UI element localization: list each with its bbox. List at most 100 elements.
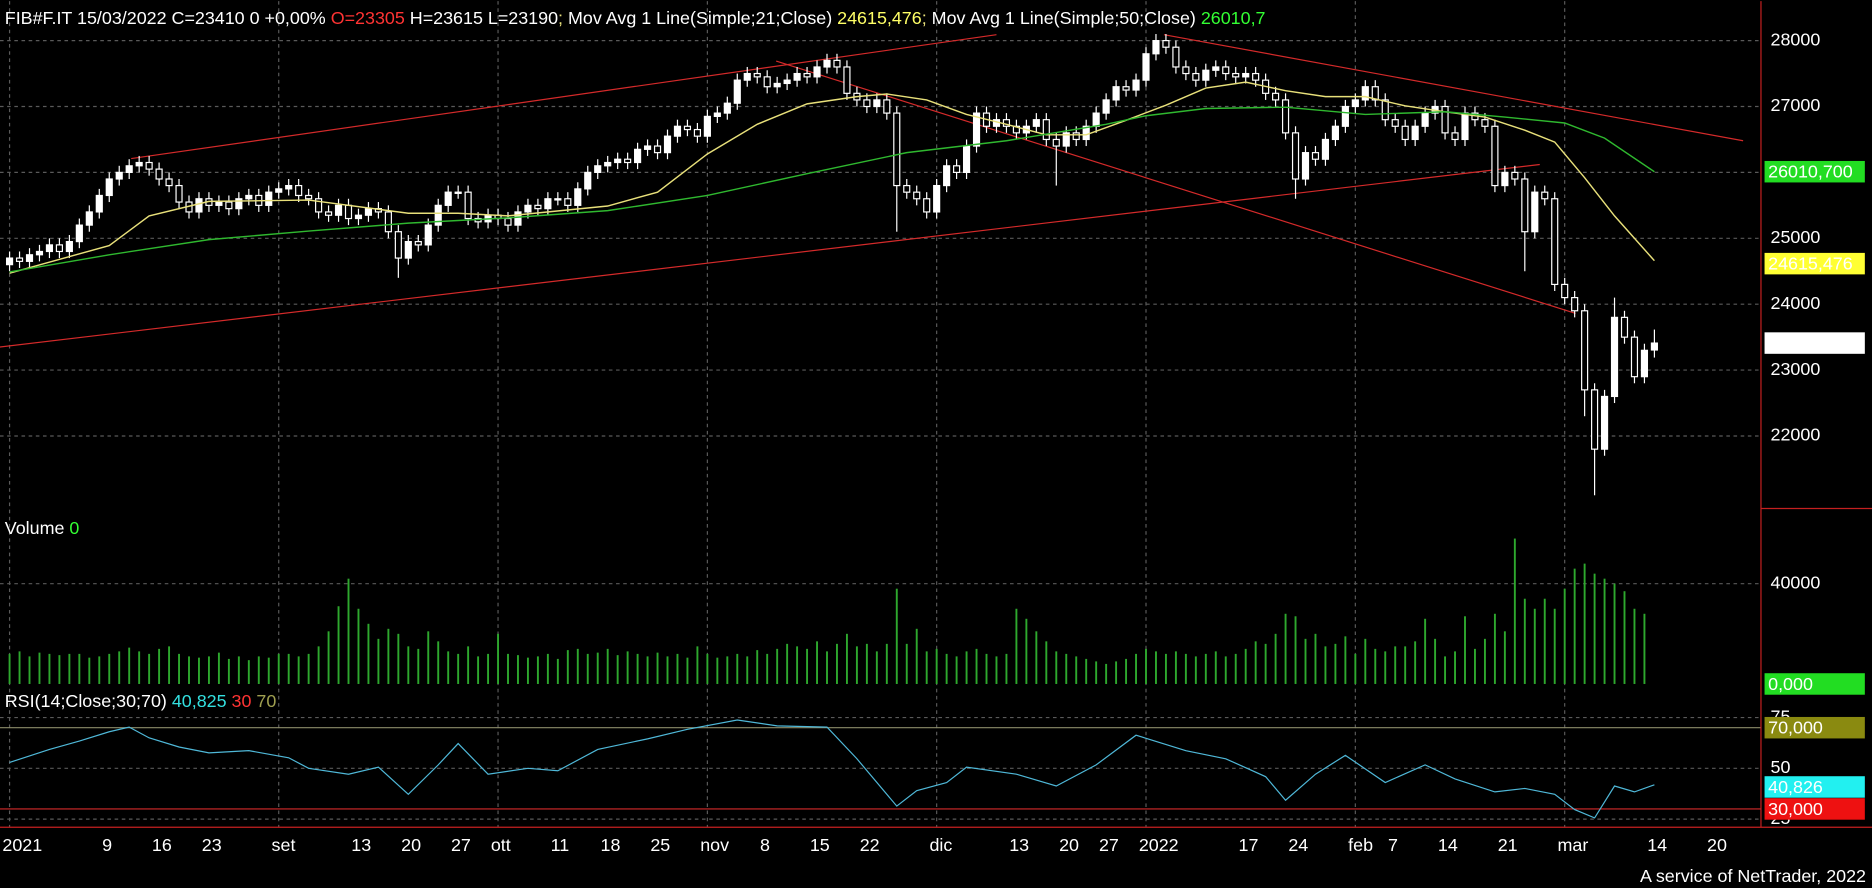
candle-body: [703, 115, 711, 137]
value-marker: [1764, 716, 1865, 739]
candle-body: [1291, 132, 1300, 180]
value-marker: [1764, 673, 1865, 695]
candle-body: [783, 79, 791, 85]
value-marker: [1764, 776, 1865, 798]
candle-body: [1600, 395, 1609, 450]
candle-body: [444, 191, 452, 206]
volume-bar: [786, 643, 789, 684]
volume-bar: [1324, 646, 1327, 684]
candle-body: [873, 99, 881, 108]
x-tick-label: 13: [1009, 835, 1029, 855]
volume-bar: [128, 647, 131, 684]
volume-bar: [507, 653, 509, 684]
candle-body: [295, 184, 303, 197]
volume-bar: [1434, 638, 1437, 684]
candle-body: [1092, 112, 1100, 127]
value-marker-label: 23410: [1768, 333, 1818, 353]
x-tick-label: 17: [1239, 835, 1259, 855]
candle-body: [634, 148, 642, 164]
x-tick-label: 14: [1438, 835, 1458, 855]
volume-bar: [1344, 636, 1347, 684]
candle-body: [733, 79, 741, 104]
volume-bar: [217, 652, 220, 684]
volume-bar: [696, 646, 699, 684]
rsi-line: [9, 719, 1655, 819]
candle-body: [1371, 86, 1379, 101]
volume-bar: [935, 648, 938, 684]
volume-bar: [447, 651, 450, 684]
candle-body: [1321, 138, 1330, 160]
panel-title: Volume 0: [5, 517, 80, 537]
volume-bar: [18, 651, 21, 684]
candle-body: [1052, 138, 1060, 147]
candle-body: [643, 145, 652, 150]
x-tick-label: 23: [202, 835, 222, 855]
x-tick-label: 9: [102, 835, 112, 855]
trendline: [775, 60, 1576, 314]
x-tick-label: feb: [1348, 835, 1373, 855]
volume-bar: [556, 658, 559, 684]
volume-bar: [287, 653, 290, 684]
volume-bar: [1095, 661, 1098, 684]
volume-bar: [1334, 643, 1337, 684]
volume-bar: [467, 646, 470, 684]
volume-bar: [138, 651, 141, 684]
candle-body: [554, 198, 562, 201]
candle-body: [344, 204, 353, 220]
candle-body: [594, 165, 602, 173]
volume-bar: [766, 653, 769, 684]
volume-bar: [1025, 618, 1028, 684]
x-tick-label: nov: [700, 835, 729, 855]
volume-bar: [267, 657, 270, 684]
candle-body: [1301, 152, 1310, 180]
volume-bar: [1633, 608, 1636, 684]
candle-body: [1511, 171, 1519, 180]
candle-body: [1152, 40, 1160, 55]
volume-bar: [806, 648, 809, 684]
footer: A service of NetTrader, 2022: [1640, 866, 1866, 886]
candle-body: [743, 72, 751, 81]
candle-body: [1401, 125, 1409, 141]
volume-bar: [1294, 616, 1297, 684]
volume-bar: [38, 652, 41, 684]
title-segment: 24615,476: [837, 8, 922, 28]
title-segment: 26010,7: [1201, 8, 1266, 28]
candle-body: [1361, 86, 1369, 101]
value-marker: [1764, 332, 1865, 354]
x-tick-label: ott: [491, 835, 511, 855]
candle-body: [833, 59, 841, 68]
candle-body: [1451, 132, 1459, 141]
candle-body: [454, 191, 462, 194]
value-marker-label: 70,000: [1768, 718, 1823, 738]
volume-bar: [816, 641, 818, 684]
candle-body: [155, 168, 163, 180]
volume-bar: [1274, 633, 1277, 684]
volume-bar: [148, 653, 151, 684]
volume-bar: [865, 643, 868, 684]
candle-body: [1331, 125, 1339, 141]
volume-bar: [427, 631, 430, 684]
volume-bar: [98, 656, 101, 684]
volume-bar: [706, 653, 709, 684]
volume-bar: [1135, 653, 1137, 684]
volume-bar: [995, 656, 998, 684]
volume-bar: [1284, 613, 1287, 684]
candle-body: [265, 191, 273, 206]
candle-body: [95, 194, 103, 213]
candle-body: [763, 76, 771, 88]
volume-bar: [1483, 638, 1486, 684]
volume-bar: [1075, 656, 1078, 684]
candle-body: [614, 158, 622, 164]
volume-bar: [477, 656, 480, 684]
candle-body: [165, 178, 173, 187]
title-segment: Volume: [5, 517, 70, 537]
volume-bar: [457, 653, 460, 684]
volume-bar: [636, 653, 639, 684]
volume-bar: [1563, 588, 1566, 684]
volume-bar: [666, 656, 669, 684]
volume-bar: [1553, 608, 1556, 684]
candle-body: [773, 82, 781, 88]
volume-bar: [28, 656, 31, 684]
x-tick-label: 18: [601, 835, 621, 855]
volume-bar: [237, 656, 240, 684]
